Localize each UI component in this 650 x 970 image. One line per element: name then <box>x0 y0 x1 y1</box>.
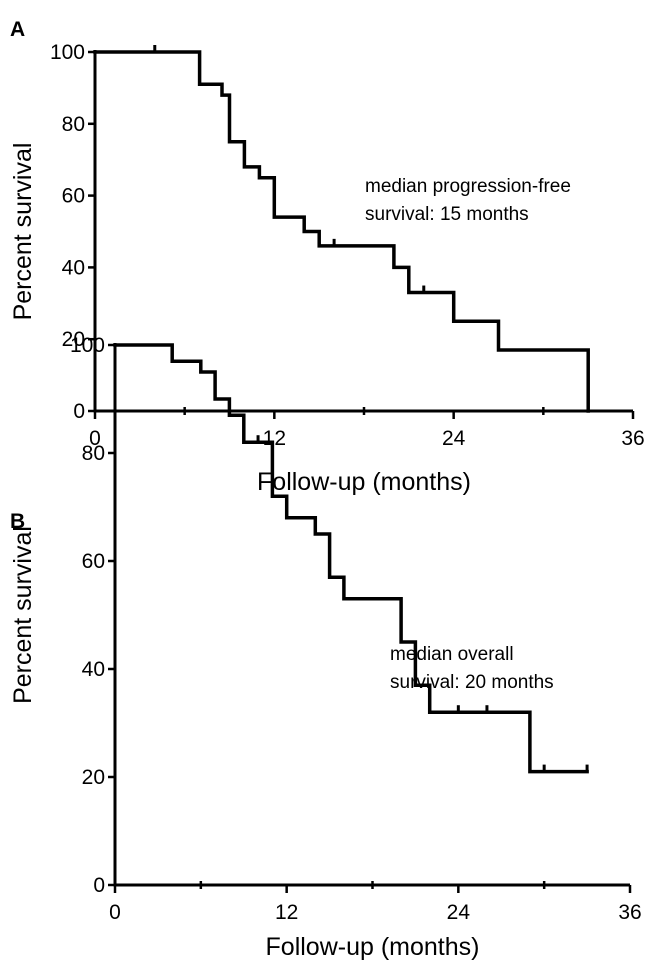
panel-a-x-tick-label: 0 <box>89 427 101 450</box>
panel-a-letter: A <box>10 18 25 41</box>
panel-a-median-annotation: survival: 15 months <box>365 204 529 225</box>
panel-a-y-tick-label: 80 <box>62 113 85 136</box>
panel-b-y-tick-label: 40 <box>82 658 105 681</box>
panel-b-y-tick-label: 20 <box>82 766 105 789</box>
panel-b-x-tick-label: 0 <box>109 901 121 924</box>
panel-b-y-tick-label: 0 <box>93 874 105 897</box>
panel-a-x-tick-label: 24 <box>442 427 466 450</box>
panel-a-y-axis-title: Percent survival <box>9 143 37 321</box>
panel-a-survival-curve <box>93 50 590 413</box>
panel-a-x-tick-label: 12 <box>263 427 286 450</box>
panel-b-x-tick-label: 36 <box>618 901 641 924</box>
panel-b-median-annotation: median overall <box>390 644 514 665</box>
panel-a-y-tick-label: 20 <box>62 328 85 351</box>
panel-a-x-axis-title: Follow-up (months) <box>257 468 471 496</box>
panel-b-x-axis-title: Follow-up (months) <box>266 933 480 961</box>
panel-a-y-tick-label: 60 <box>62 185 85 208</box>
panel-b-y-axis-title: Percent survival <box>9 526 37 704</box>
panel-b-y-tick-label: 100 <box>70 334 105 357</box>
panel-a-x-tick-label: 36 <box>621 427 644 450</box>
panel-b-y-tick-label: 80 <box>82 442 105 465</box>
panel-b-y-tick-label: 60 <box>82 550 105 573</box>
panel-b-median-annotation: survival: 20 months <box>390 672 554 693</box>
panel-a-y-tick-label: 100 <box>50 41 85 64</box>
panel-a-y-tick-label: 0 <box>73 400 85 423</box>
panel-b-survival-curve <box>113 343 589 774</box>
panel-b-letter: B <box>10 510 25 533</box>
panel-b-x-tick-label: 12 <box>275 901 298 924</box>
panel-a-median-annotation: median progression-free <box>365 176 571 197</box>
panel-a-y-tick-label: 40 <box>62 256 85 279</box>
panel-b-x-tick-label: 24 <box>447 901 471 924</box>
